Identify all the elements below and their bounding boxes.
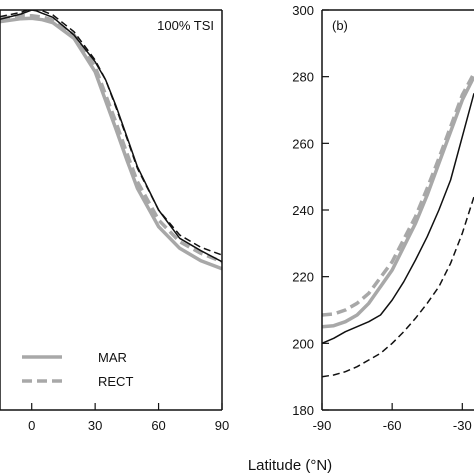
panel-a-line-mar-0 <box>0 16 222 271</box>
panel-a-series-lines <box>0 10 222 271</box>
panel-b-label: (b) <box>332 18 348 33</box>
panel-b-ticks: -90 -60 -30 180 200 220 240 260 280 300 <box>292 3 471 433</box>
panel-b-y-tick-label: 240 <box>292 203 314 218</box>
panel-b-line-mar-0 <box>322 75 474 329</box>
panel-b-y-tick-label: 260 <box>292 136 314 151</box>
panel-a-x-tick-label: 30 <box>88 418 102 433</box>
panel-a-x-tick-label: 60 <box>151 418 165 433</box>
panel-b-y-tick-label: 280 <box>292 70 314 85</box>
panel-b-y-tick-label: 300 <box>292 3 314 18</box>
panel-b: -90 -60 -30 180 200 220 240 260 280 300 (b) <box>292 3 474 433</box>
panel-a-label: 100% TSI <box>157 18 214 33</box>
panel-b-line-model-3 <box>322 196 474 378</box>
legend-label-mar: MAR <box>98 350 127 365</box>
panel-b-y-tick-label: 180 <box>292 403 314 418</box>
panel-b-x-tick-label: -90 <box>313 418 332 433</box>
panel-a-x-tick-label: 90 <box>215 418 229 433</box>
legend-label-rect: RECT <box>98 374 133 389</box>
panel-a: 0 30 60 90 100% TSI MAR RECT <box>0 9 229 433</box>
panel-b-series-lines <box>322 72 474 378</box>
panel-a-x-tick-label: 0 <box>28 418 35 433</box>
panel-b-line-model-2 <box>322 93 474 344</box>
panel-a-line-model-3 <box>0 10 222 256</box>
panel-b-x-tick-label: -60 <box>383 418 402 433</box>
panel-b-x-tick-label: -30 <box>453 418 472 433</box>
legend: MAR RECT <box>22 350 133 389</box>
panel-a-line-model-2 <box>0 10 222 263</box>
panel-b-y-tick-label: 220 <box>292 270 314 285</box>
panel-b-line-rect-1 <box>322 72 474 317</box>
panel-a-line-rect-1 <box>0 13 222 264</box>
x-axis-title: Latitude (°N) <box>248 457 332 474</box>
panel-b-y-tick-label: 200 <box>292 336 314 351</box>
panel-a-x-ticks: 0 30 60 90 <box>28 403 229 433</box>
